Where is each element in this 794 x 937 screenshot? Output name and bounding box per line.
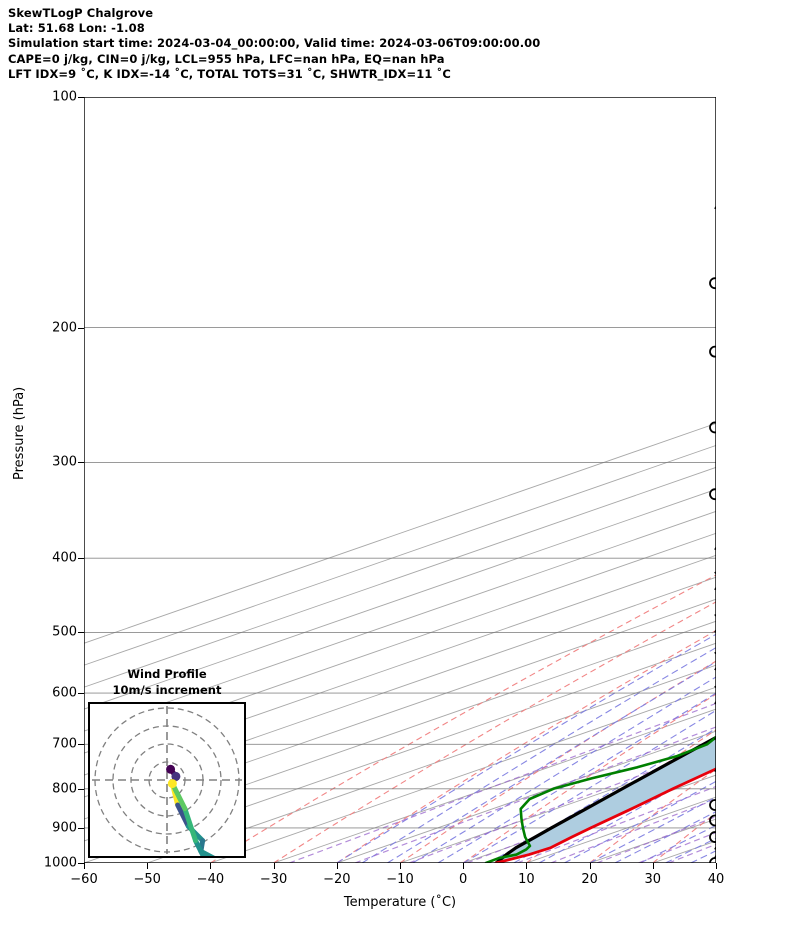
hodograph-svg [90,704,244,856]
x-axis-tick-20: 20 [581,872,598,887]
y-axis-tick-300: 300 [52,454,77,470]
x-tick-mark [210,863,212,869]
y-axis-label: Pressure (hPa) [12,386,27,480]
y-tick-mark [78,827,84,829]
x-tick-mark [463,863,465,869]
x-tick-mark [273,863,275,869]
x-axis-tick--30: −30 [259,872,288,887]
y-tick-mark [78,97,84,98]
x-tick-mark [652,863,654,869]
y-axis-tick-800: 800 [52,781,77,797]
y-axis-tick-400: 400 [52,550,77,566]
header-block: SkewTLogP Chalgrove Lat: 51.68 Lon: -1.0… [8,6,768,82]
title-cape-line: CAPE=0 j/kg, CIN=0 j/kg, LCL=955 hPa, LF… [8,51,445,66]
title-times: Simulation start time: 2024-03-04_00:00:… [8,36,541,51]
title-latlon: Lat: 51.68 Lon: -1.08 [8,21,145,36]
x-tick-mark [336,863,338,869]
y-tick-mark [78,744,84,746]
y-axis-tick-900: 900 [52,820,77,836]
y-tick-mark [78,788,84,790]
y-tick-mark [78,327,84,329]
y-tick-mark [78,462,84,464]
x-tick-mark [589,863,591,869]
x-axis-tick--20: −20 [323,872,351,887]
y-tick-mark [78,632,84,634]
x-axis-tick--10: −10 [386,872,414,887]
x-axis-label: Temperature (˚C) [343,895,457,910]
y-tick-mark [78,693,84,695]
x-axis-tick-40: 40 [707,872,725,887]
hodograph-inset [88,702,246,858]
y-axis-tick-700: 700 [52,736,77,752]
x-tick-mark [716,863,717,869]
x-tick-mark [526,863,528,869]
y-tick-mark [78,558,84,560]
title-station: SkewTLogP Chalgrove [8,6,154,20]
x-tick-mark [400,863,401,869]
title-indices-line: LFT IDX=9 ˚C, K IDX=-14 ˚C, TOTAL TOTS=3… [8,66,451,81]
y-axis-tick-200: 200 [52,320,77,336]
x-tick-mark [84,863,85,869]
y-axis-tick-500: 500 [52,624,77,640]
x-axis-tick--60: −60 [70,872,98,887]
y-axis-tick-100: 100 [52,89,77,105]
x-tick-mark [147,863,149,869]
x-axis-tick-10: 10 [518,872,535,887]
y-tick-mark [78,863,84,864]
x-axis-tick-0: 0 [459,872,468,887]
y-axis-tick-1000: 1000 [43,855,77,871]
x-axis-tick-30: 30 [644,872,662,887]
y-axis-tick-600: 600 [52,685,77,701]
x-axis-tick--50: −50 [133,872,161,887]
x-axis-tick--40: −40 [196,872,225,887]
